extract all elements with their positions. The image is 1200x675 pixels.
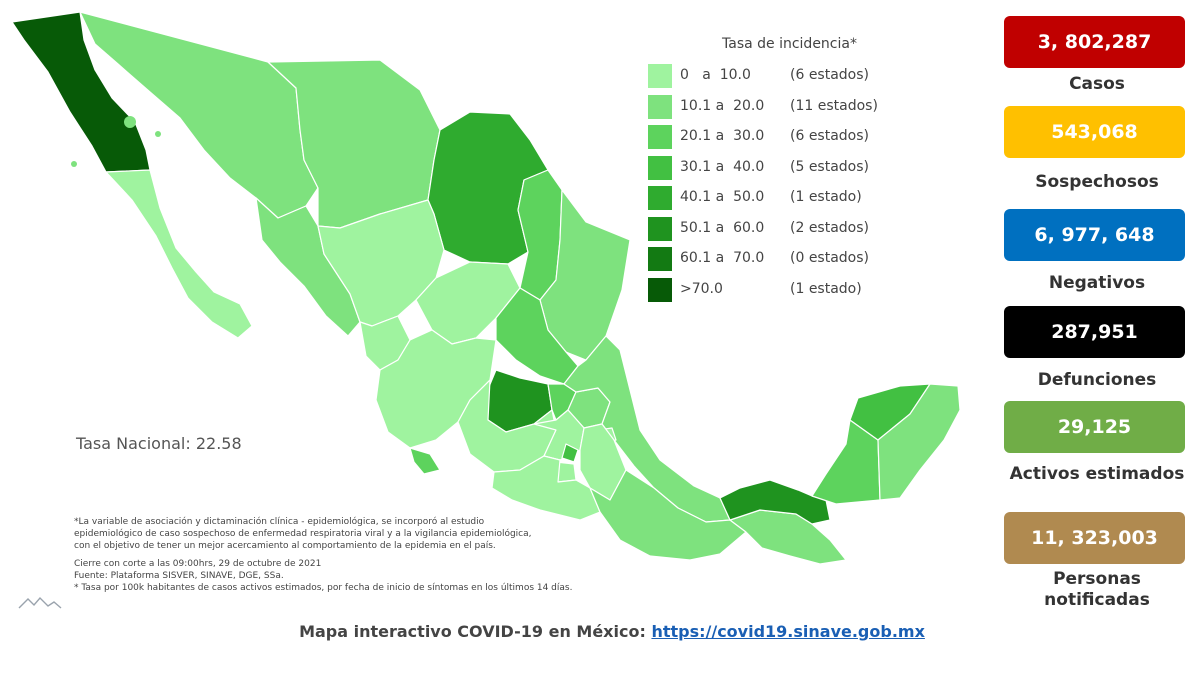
bottom-link-text: Mapa interactivo COVID-19 en México: [299,622,652,641]
state-shape [877,383,961,501]
stat-label: Sospechosos [1035,172,1159,192]
legend-range: 0 a 10.0 [680,67,751,83]
state-shape [409,447,441,475]
legend-count: (2 estados) [790,219,870,236]
legend-item: >70.0 (1 estado) [648,277,908,302]
footnote-line: epidemiológico de caso sospechoso de enf… [74,529,532,539]
stat-label: Personas notificadas [1044,569,1150,610]
footnote-line: Fuente: Plataforma SISVER, SINAVE, DGE, … [74,571,284,581]
stat-value: 287,951 [1004,306,1185,358]
legend-range: 10.1 a 20.0 [680,97,765,114]
island-shape [124,116,136,128]
legend-range: 20.1 a 30.0 [680,128,765,144]
legend-swatch [648,277,672,302]
legend-swatch [648,216,672,241]
legend-count: (0 estados) [790,250,870,266]
legend-swatch [648,247,672,271]
legend-swatch [648,186,672,210]
stat-label: Defunciones [1037,370,1157,390]
state-shape [11,11,151,173]
legend-count: (5 estados) [790,158,870,175]
footnote-line: * Tasa por 100k habitantes de casos acti… [74,583,573,593]
legend-count: (6 estados) [790,128,870,144]
legend-count: (1 estado) [790,189,862,205]
stat-value: 543,068 [1004,106,1185,158]
legend-item: 50.1 a 60.0 (2 estados) [648,216,908,241]
stat-value: 11, 323,003 [1004,512,1185,564]
island-shape [71,161,77,167]
legend-range: >70.0 [680,280,723,297]
legend-item: 0 a 10.0 (6 estados) [648,64,908,88]
stat-label: Negativos [1048,273,1146,293]
stat-label: Activos estimados [1009,464,1185,484]
footnote-line: Cierre con corte a las 09:00hrs, 29 de o… [74,559,322,569]
legend-range: 30.1 a 40.0 [680,158,765,175]
legend-range: 50.1 a 60.0 [680,219,765,236]
legend-item: 30.1 a 40.0 (5 estados) [648,155,908,180]
national-rate: Tasa Nacional: 22.58 [76,434,242,453]
footnote-line: *La variable de asociación y dictaminaci… [74,517,485,527]
footnote-line: con el objetivo de tener un mejor acerca… [74,541,496,551]
legend-count: (6 estados) [790,67,870,83]
legend-count: (1 estado) [790,280,862,297]
stat-label: Casos [1069,74,1125,94]
legend-title: Tasa de incidencia* [722,36,857,52]
mountain-logo-icon [18,596,62,609]
legend-count: (11 estados) [790,97,878,114]
state-shape [415,261,521,345]
legend-item: 60.1 a 70.0 (0 estados) [648,247,908,271]
legend-swatch [648,94,672,119]
island-shape [155,131,161,137]
legend-range: 60.1 a 70.0 [680,250,765,266]
legend-swatch [648,64,672,88]
bottom-link-bar: Mapa interactivo COVID-19 en México: htt… [0,622,1200,641]
state-shape [539,189,631,361]
legend-swatch [648,125,672,149]
legend-item: 10.1 a 20.0 (11 estados) [648,94,908,119]
stat-value: 6, 977, 648 [1004,209,1185,261]
legend-range: 40.1 a 50.0 [680,189,765,205]
state-shape [719,479,831,525]
legend-item: 40.1 a 50.0 (1 estado) [648,186,908,210]
legend-swatch [648,155,672,180]
sinave-link[interactable]: https://covid19.sinave.gob.mx [651,622,925,641]
stat-value: 29,125 [1004,401,1185,453]
state-shape [105,169,253,339]
footnotes: *La variable de asociación y dictaminaci… [74,516,574,594]
state-shape [561,443,579,463]
stat-value: 3, 802,287 [1004,16,1185,68]
legend-item: 20.1 a 30.0 (6 estados) [648,125,908,149]
